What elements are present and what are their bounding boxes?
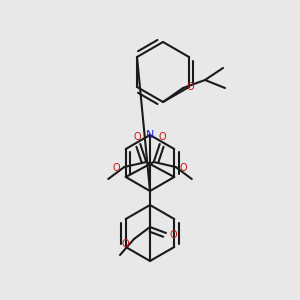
- Text: O: O: [134, 132, 141, 142]
- Text: O: O: [159, 132, 166, 142]
- Text: N: N: [146, 130, 154, 140]
- Text: O: O: [180, 163, 188, 173]
- Text: O: O: [112, 163, 120, 173]
- Text: O: O: [186, 82, 194, 92]
- Text: O: O: [169, 230, 177, 240]
- Text: O: O: [122, 239, 129, 249]
